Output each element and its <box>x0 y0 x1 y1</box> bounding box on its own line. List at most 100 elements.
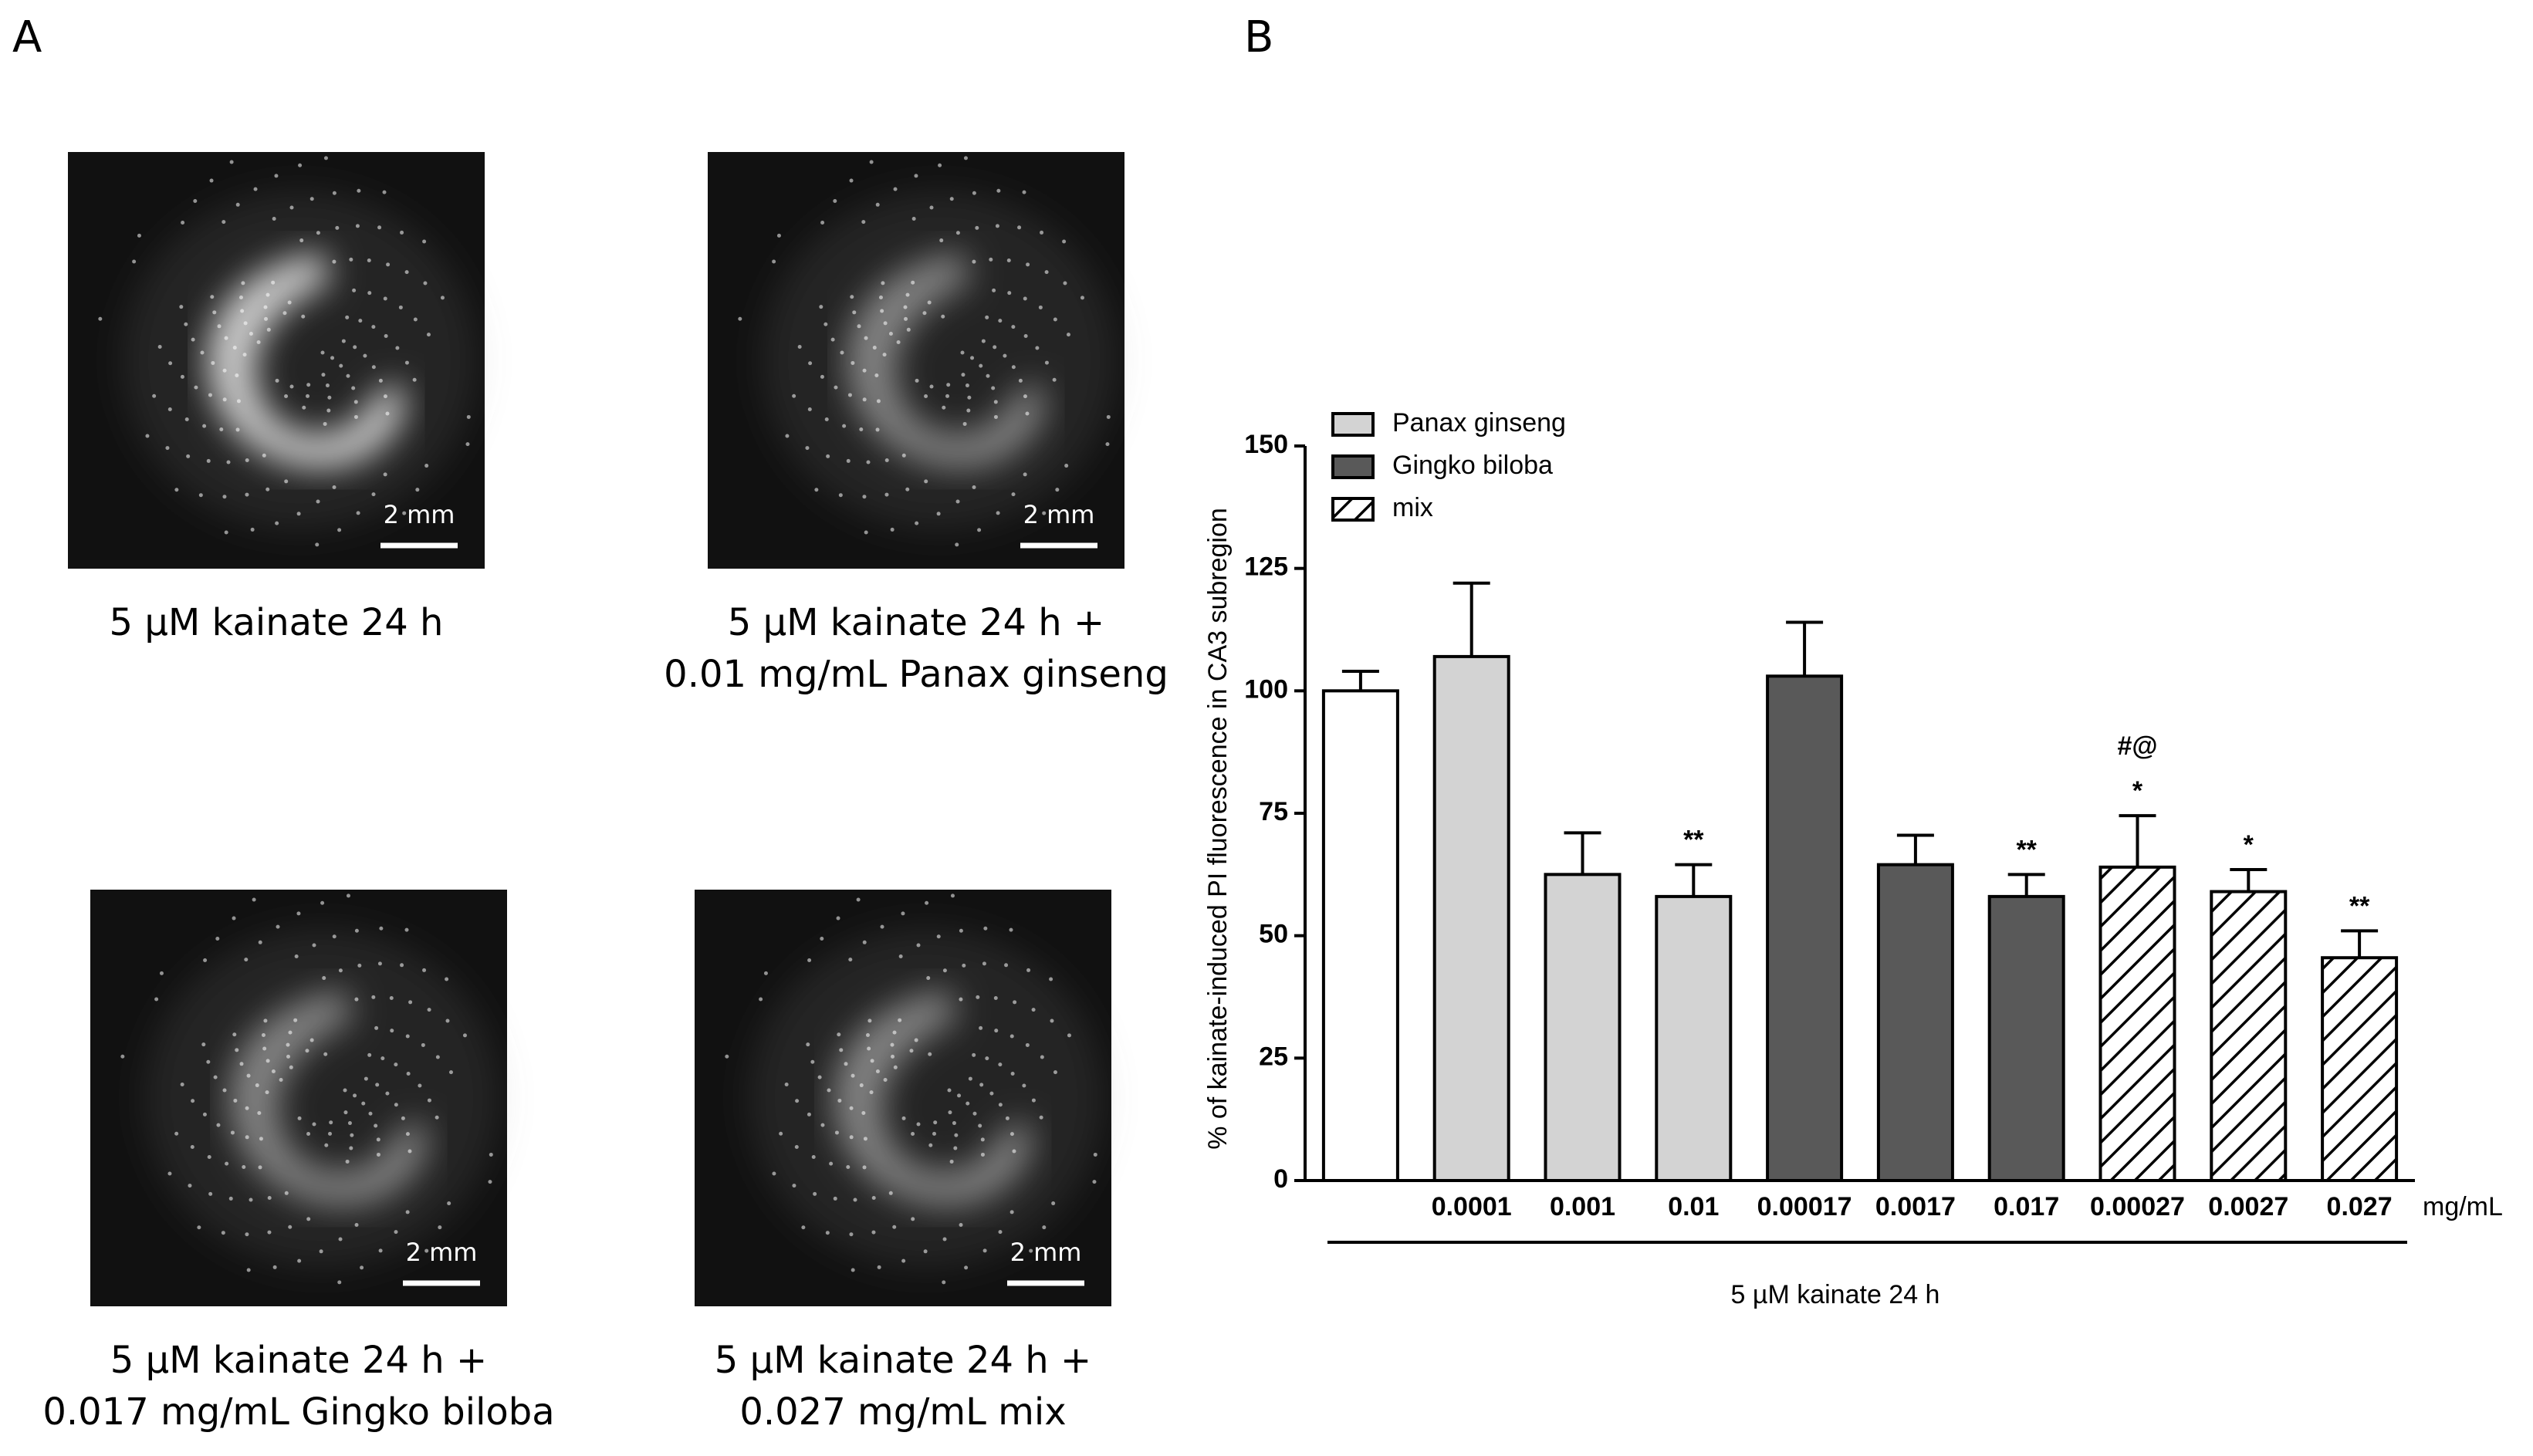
cell-dot <box>210 295 215 299</box>
cell-dot <box>338 1237 343 1241</box>
cell-dot <box>1067 1033 1071 1038</box>
cell-dot <box>874 373 879 377</box>
cell-dot <box>488 1180 492 1184</box>
cell-dot <box>820 220 825 225</box>
cell-dot <box>947 1088 952 1093</box>
cell-dot <box>284 479 289 484</box>
cell-dot <box>382 190 387 194</box>
cell-dot <box>377 961 382 966</box>
cell-dot <box>208 1191 213 1196</box>
cell-dot <box>374 1025 379 1030</box>
cell-dot <box>239 1062 244 1066</box>
cell-dot <box>299 238 304 243</box>
cell-dot <box>1023 296 1027 301</box>
cell-dot <box>948 1110 952 1115</box>
cell-dot <box>1029 1248 1033 1253</box>
cell-dot <box>836 916 840 921</box>
cell-dot <box>864 530 868 535</box>
cell-dot <box>957 1093 962 1098</box>
cell-dot <box>1004 963 1009 968</box>
cell-dot <box>371 995 376 999</box>
cell-dot <box>337 1280 342 1285</box>
cell-dot <box>181 220 185 225</box>
x-tick-label: 0.01 <box>1668 1192 1719 1221</box>
cell-dot <box>408 1000 413 1005</box>
cell-dot <box>844 1062 848 1066</box>
cell-dot <box>353 414 358 419</box>
cell-dot <box>179 305 184 309</box>
cell-dot <box>297 1116 302 1120</box>
cell-dot <box>320 350 325 355</box>
cell-dot <box>209 178 214 183</box>
cell-dot <box>154 997 159 1002</box>
cell-dot <box>797 345 802 350</box>
cell-dot <box>258 1165 262 1170</box>
cell-dot <box>961 373 966 377</box>
cell-dot <box>320 900 325 905</box>
cell-dot <box>427 1098 431 1103</box>
cell-dot <box>222 220 226 225</box>
legend-label: Gingko biloba <box>1392 451 1553 480</box>
cell-dot <box>242 353 247 357</box>
cell-dot <box>329 1120 333 1125</box>
cell-dot <box>332 259 336 264</box>
cell-dot <box>332 934 336 939</box>
cell-dot <box>993 400 998 404</box>
panel-label: A <box>12 12 42 62</box>
cell-dot <box>263 1019 268 1023</box>
cell-dot <box>447 1201 451 1206</box>
y-tick-label: 0 <box>1273 1164 1288 1194</box>
cell-dot <box>807 1112 811 1116</box>
cell-dot <box>980 1137 985 1142</box>
cell-dot <box>305 1049 309 1053</box>
cell-dot <box>306 1132 311 1137</box>
cell-dot <box>418 1083 422 1088</box>
cell-dot <box>174 488 179 492</box>
cell-dot <box>438 1225 442 1230</box>
x-tick-label: 0.001 <box>1550 1192 1615 1221</box>
cell-dot <box>246 1073 251 1078</box>
cell-dot <box>354 997 359 1002</box>
cell-dot <box>232 346 237 350</box>
cell-dot <box>1023 394 1027 399</box>
cell-dot <box>349 1146 353 1150</box>
cell-dot <box>842 424 847 428</box>
cell-dot <box>288 1225 293 1229</box>
cell-dot <box>1052 377 1057 382</box>
cell-dot <box>977 528 982 532</box>
cell-dot <box>863 1137 867 1141</box>
cell-dot <box>996 511 1000 515</box>
cell-dot <box>367 258 371 262</box>
cell-dot <box>862 397 867 402</box>
cell-dot <box>346 894 350 898</box>
cell-dot <box>404 927 409 932</box>
cell-dot <box>424 1248 429 1253</box>
cell-dot <box>893 1065 898 1069</box>
cell-dot <box>963 156 968 160</box>
cell-dot <box>861 220 866 225</box>
cell-dot <box>819 305 823 309</box>
cell-dot <box>848 958 853 962</box>
cell-dot <box>424 464 429 468</box>
cell-dot <box>914 1038 918 1042</box>
cell-dot <box>1038 305 1043 309</box>
cell-dot <box>792 1184 796 1188</box>
cell-dot <box>1012 1149 1016 1154</box>
cell-dot <box>306 394 310 398</box>
cell-dot <box>993 345 997 350</box>
cell-dot <box>959 997 963 1002</box>
cell-dot <box>985 315 989 319</box>
legend-label: mix <box>1392 493 1433 522</box>
cell-dot <box>1003 353 1007 358</box>
x-tick-label: 0.027 <box>2327 1192 2393 1221</box>
cell-dot <box>820 1123 825 1127</box>
cell-dot <box>217 324 222 329</box>
cell-dot <box>271 1069 276 1073</box>
cell-dot <box>939 238 944 243</box>
cell-dot <box>1080 296 1084 300</box>
cell-dot <box>353 1093 357 1098</box>
cell-dot <box>959 1223 963 1228</box>
cell-dot <box>327 395 332 400</box>
cell-dot <box>402 511 407 515</box>
cell-dot <box>888 1191 893 1195</box>
